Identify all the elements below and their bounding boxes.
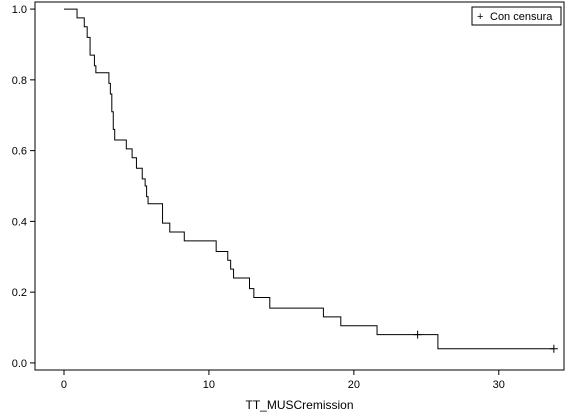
y-tick-label: 0.6	[12, 146, 27, 158]
x-tick-label: 30	[493, 379, 505, 391]
censor-mark	[413, 330, 422, 339]
y-tick-label: 0.8	[12, 75, 27, 87]
x-tick-label: 10	[203, 379, 215, 391]
y-tick-label: 0.2	[12, 287, 27, 299]
legend-label: Con censura	[490, 11, 553, 23]
legend-marker: +	[477, 11, 483, 23]
survival-step-line	[63, 8, 554, 350]
censor-mark	[549, 344, 558, 353]
legend-box	[471, 6, 562, 26]
x-axis: 0 10 20 30	[61, 370, 505, 391]
x-tick-label: 0	[61, 379, 67, 391]
y-tick-label: 1.0	[12, 4, 27, 16]
censor-marks	[413, 330, 558, 353]
legend: + Con censura	[471, 6, 562, 26]
x-axis-title: TT_MUSCremission	[245, 398, 353, 412]
y-tick-label: 0.0	[12, 358, 27, 370]
y-axis: 0.0 0.2 0.4 0.6 0.8 1.0	[12, 4, 35, 370]
plot-frame	[34, 1, 565, 371]
y-tick-label: 0.4	[12, 216, 27, 228]
x-tick-label: 20	[348, 379, 360, 391]
